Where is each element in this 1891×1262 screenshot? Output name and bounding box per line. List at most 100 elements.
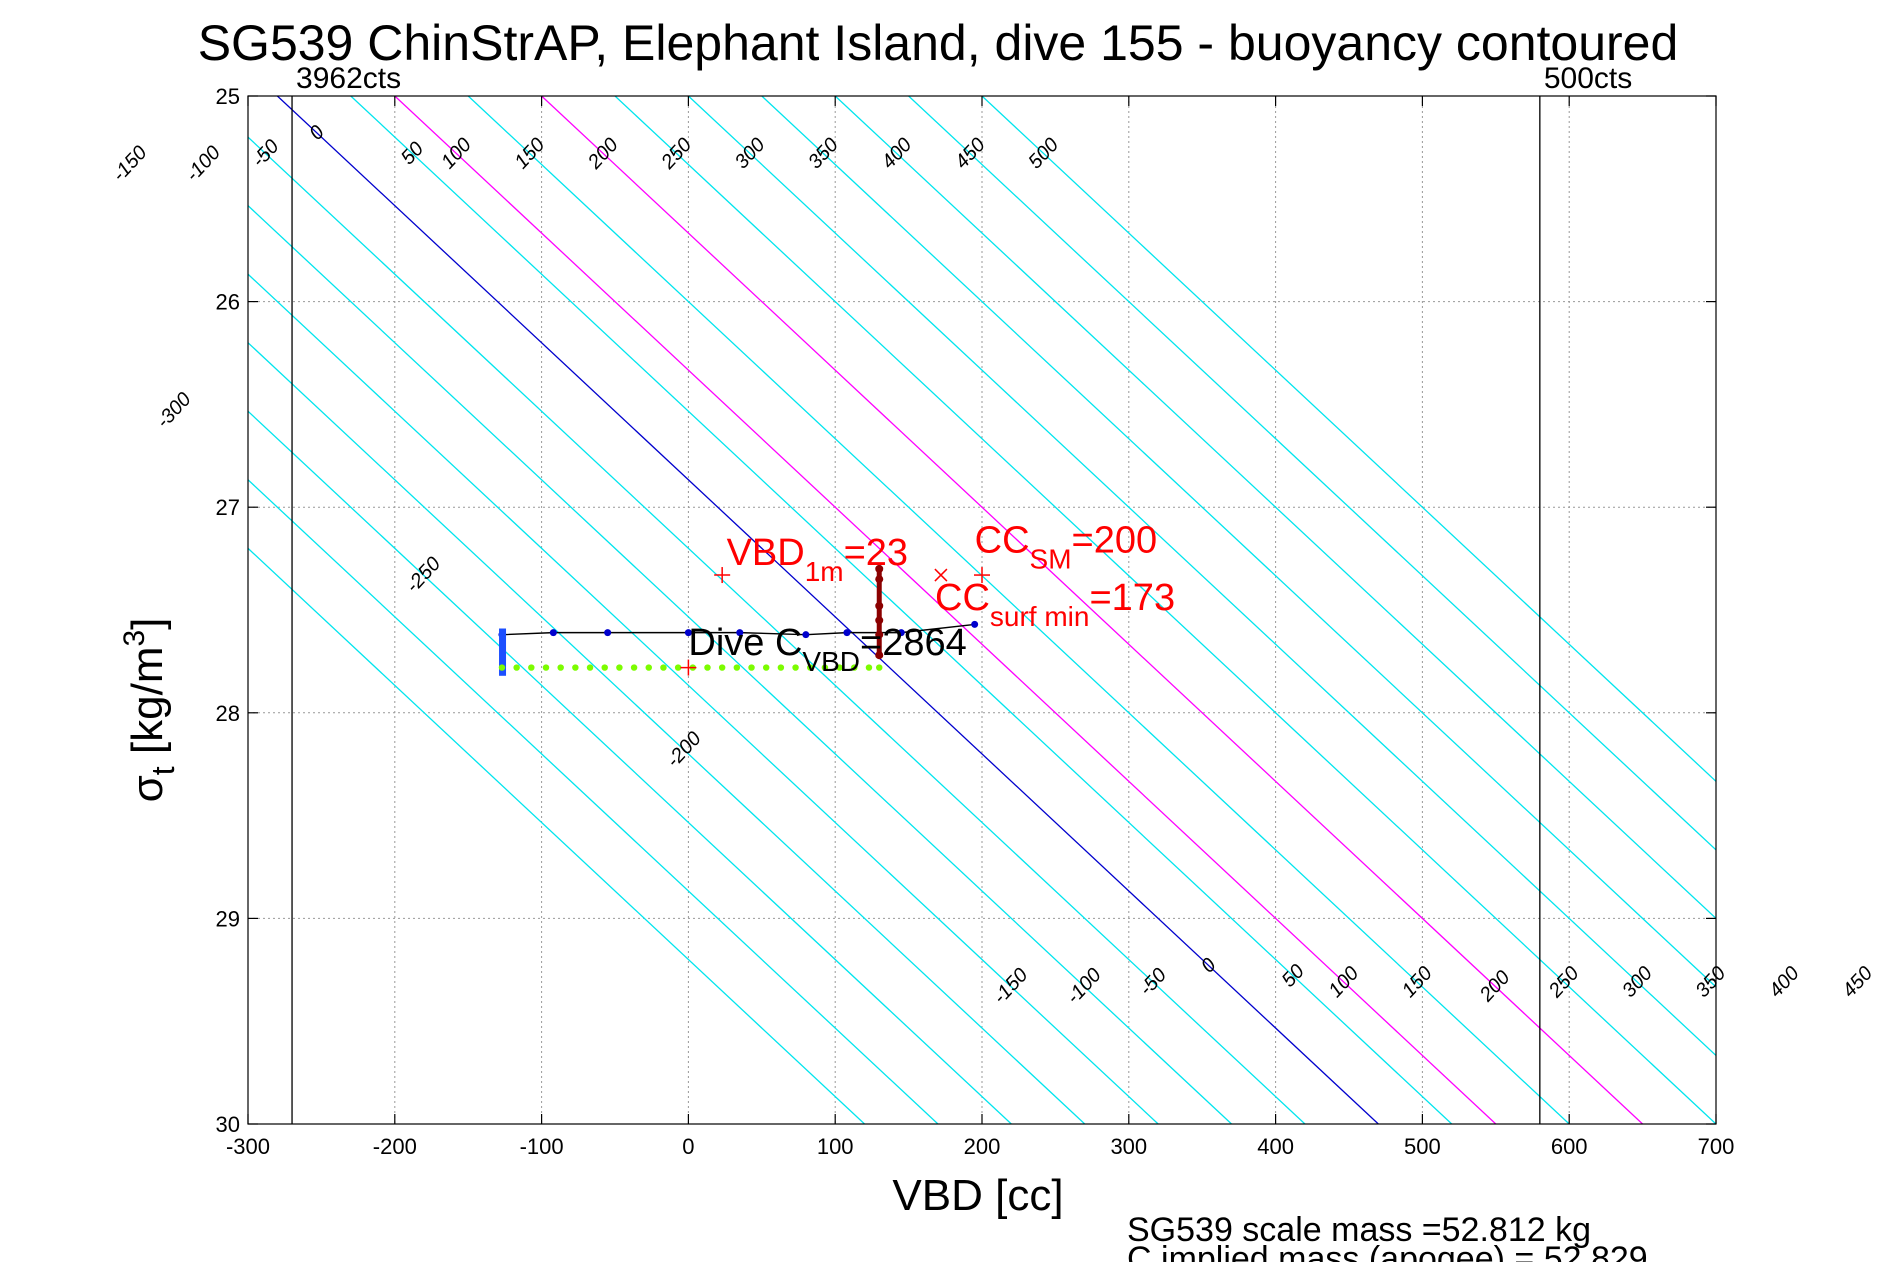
contour-line — [394, 96, 1497, 1124]
downcast-point — [851, 664, 858, 671]
chart-title: SG539 ChinStrAP, Elephant Island, dive 1… — [198, 15, 1679, 71]
upcast-point — [843, 629, 851, 637]
x-tick-label: 600 — [1551, 1134, 1588, 1159]
x-tick-label: -300 — [226, 1134, 270, 1159]
contour-label: -250 — [402, 553, 445, 597]
vbd-pump-point — [875, 575, 884, 584]
annotation-main: Dive C — [688, 622, 802, 664]
contour-line — [467, 96, 1570, 1124]
contour-label: 500 — [1024, 134, 1063, 173]
axes: -300 -200 -100 0 100 200 300 400 500 600 700 25 26 27… — [216, 84, 1735, 1159]
downcast-point — [660, 664, 667, 671]
annotation: CCsurf min=173 — [935, 577, 1175, 632]
upcast-point — [802, 631, 810, 639]
x-axis-label: VBD [cc] — [892, 1171, 1063, 1220]
downcast-point — [865, 664, 873, 671]
downcast-point — [586, 664, 594, 671]
y-tick-label: 27 — [216, 495, 240, 520]
upcast-point — [684, 629, 692, 637]
upcast-point — [897, 629, 905, 637]
downcast-point — [616, 664, 623, 671]
contour-label: -100 — [1062, 964, 1105, 1008]
y-tick-label: 29 — [216, 906, 240, 931]
contour-line — [761, 96, 1716, 988]
scale-mass-text: SG539 scale mass =52.812 kg — [1127, 1211, 1591, 1249]
contour-line — [248, 410, 1012, 1124]
downcast-point — [498, 664, 506, 671]
x-tick-label: 700 — [1698, 1134, 1735, 1159]
y-tick-label: 28 — [216, 701, 240, 726]
svg-text:σt [kg/m3]: σt [kg/m3] — [118, 618, 181, 803]
contour-label: 100 — [437, 134, 476, 173]
annotation-tail: =2864 — [860, 622, 967, 664]
y-label-unit-close: ] — [123, 618, 172, 630]
annotation-sub: SM — [1030, 543, 1072, 574]
implied-mass-main: C — [1127, 1240, 1152, 1262]
downcast-point — [630, 664, 638, 671]
annotation-tail: =23 — [844, 532, 908, 574]
contour-label: 150 — [510, 134, 549, 173]
downcast-point — [601, 664, 608, 671]
contour-label: -150 — [989, 964, 1032, 1008]
y-label-unit-open: [kg/m — [123, 647, 172, 767]
upcast-point — [604, 629, 612, 637]
vbd-pump-point — [875, 616, 884, 625]
downcast-point — [674, 664, 682, 671]
x-tick-label: 300 — [1110, 1134, 1147, 1159]
upcast-point — [549, 629, 557, 637]
contour-line — [248, 478, 939, 1124]
x-tick-label: 100 — [817, 1134, 854, 1159]
downcast-point — [513, 664, 520, 671]
annotation: Dive CVBD=2864 — [688, 622, 966, 677]
x-tick-label: 200 — [964, 1134, 1001, 1159]
y-label-sub: t — [145, 766, 181, 775]
y-tick-label: 30 — [216, 1112, 240, 1137]
downcast-point — [748, 664, 755, 671]
downcast-point — [821, 664, 829, 671]
implied-mass-text: C implied mass (apogee) = 52.829 — [1127, 1240, 1648, 1262]
contour-line — [834, 96, 1716, 920]
contour-label: 400 — [1765, 962, 1804, 1001]
contour-line — [276, 96, 1379, 1124]
downcast-point — [557, 664, 564, 671]
markers — [680, 567, 990, 676]
upcast-point — [971, 620, 979, 628]
contour-label: 350 — [804, 134, 843, 173]
downcast-point — [528, 664, 535, 671]
contour-line — [541, 96, 1644, 1124]
vbd-limit-label: 500cts — [1544, 62, 1632, 95]
contour-label: -100 — [182, 142, 225, 186]
contour-line — [248, 341, 1086, 1124]
y-tick-label: 25 — [216, 84, 240, 109]
vbd-limit-label: 3962cts — [296, 62, 401, 95]
x-tick-label: 0 — [682, 1134, 694, 1159]
footer: SG539 scale mass =52.812 kg C implied ma… — [1127, 1211, 1648, 1262]
contour-label: 300 — [731, 134, 770, 173]
dive-series — [498, 564, 979, 676]
upcast-point — [736, 629, 744, 637]
contour-line — [687, 96, 1716, 1057]
contour-line — [614, 96, 1716, 1124]
contour-line — [248, 547, 866, 1124]
contour-line — [908, 96, 1716, 851]
vbd-limit-labels: 3962cts 500cts — [296, 62, 1632, 95]
vbd-pump-point — [875, 601, 884, 610]
downcast-point — [572, 664, 579, 671]
x-tick-label: 500 — [1404, 1134, 1441, 1159]
x-marker — [934, 568, 948, 582]
y-label-sigma: σ — [123, 775, 172, 802]
y-label-unit-sup: 3 — [118, 630, 151, 647]
annotation-sub: 1m — [805, 556, 844, 587]
annotation-sub: surf min — [990, 601, 1090, 632]
y-tick-label: 26 — [216, 290, 240, 315]
contour-label: 150 — [1398, 962, 1437, 1001]
annotation-main: CC — [975, 519, 1030, 561]
contour-line — [350, 96, 1453, 1124]
contour-label: 350 — [1691, 962, 1730, 1001]
annotation-tail: =173 — [1089, 577, 1175, 619]
annotation: VBD1m=23 — [727, 532, 909, 587]
contour-label: 400 — [877, 134, 916, 173]
contour-label: 450 — [1838, 962, 1877, 1001]
annotation-tail: =200 — [1072, 519, 1158, 561]
y-axis-label: σt [kg/m3] — [118, 618, 181, 803]
